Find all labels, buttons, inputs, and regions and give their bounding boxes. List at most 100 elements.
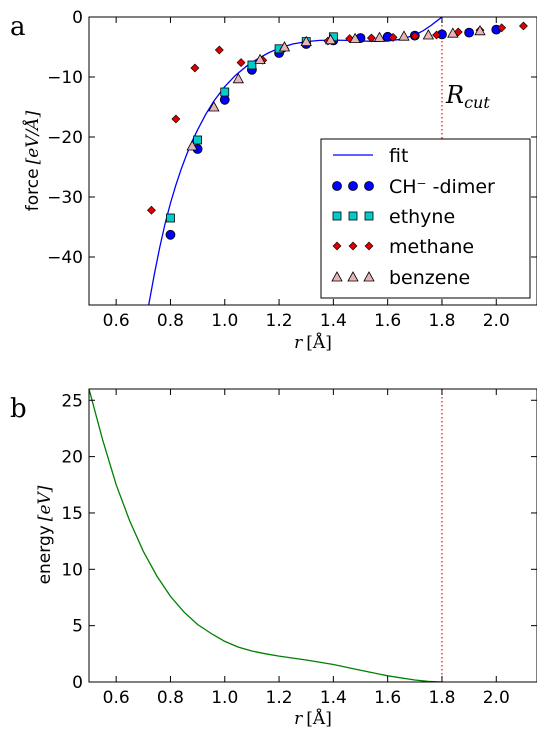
data-point-diamond <box>214 45 224 55</box>
x-tick-label: 2.0 <box>483 311 510 331</box>
legend-marker-swatch <box>331 271 343 282</box>
x-tick-label: 1.4 <box>320 311 347 331</box>
series-triangle <box>186 24 486 151</box>
legend-marker-swatch <box>332 211 342 221</box>
data-point-diamond <box>432 30 441 40</box>
data-point-triangle <box>422 29 435 40</box>
data-point-diamond <box>236 58 246 68</box>
data-point-diamond <box>518 21 528 31</box>
legend-marker-swatch <box>363 271 375 282</box>
legend-marker-swatch <box>364 211 374 221</box>
legend-entry: fit <box>333 145 408 167</box>
x-tick-label: 1.0 <box>211 688 238 708</box>
y-tick-label: −10 <box>47 68 83 88</box>
legend-marker-swatch <box>332 181 342 191</box>
x-tick-label: 0.6 <box>103 311 130 331</box>
legend-entry: benzene <box>331 267 470 289</box>
y-tick-label: 0 <box>72 673 83 693</box>
energy-curve <box>89 389 443 682</box>
legend-label: CH⁻ -dimer <box>389 176 495 198</box>
legend-entry: ethyne <box>332 206 455 228</box>
y-tick-label: −20 <box>47 128 83 148</box>
plot-area-a <box>147 17 528 305</box>
x-tick-label: 1.0 <box>211 311 238 331</box>
legend-label: ethyne <box>389 206 455 228</box>
force-plot-legend: fit CH⁻ -dimer ethyne methane benzene <box>320 138 531 299</box>
data-point-triangle <box>474 24 486 36</box>
x-tick-label: 1.6 <box>374 311 401 331</box>
legend-entry: methane <box>332 236 474 258</box>
data-point-triangle <box>324 33 337 45</box>
data-point-triangle <box>186 140 198 151</box>
force-plot: 0.6 0.8 1.0 1.2 1.4 1.6 1.8 2.0 0 −10 −20 −30 −40 r[… <box>22 8 537 353</box>
data-point-diamond <box>190 63 200 73</box>
x-tick-label: 0.8 <box>157 311 184 331</box>
data-point-square <box>166 213 175 223</box>
x-tick-label: 1.2 <box>266 688 293 708</box>
y-tick-label: −30 <box>47 188 83 208</box>
data-point-square <box>193 135 203 145</box>
legend-marker-swatch <box>347 271 359 282</box>
x-tick-label: 0.6 <box>103 688 130 708</box>
data-point-triangle <box>300 35 312 46</box>
data-point-triangle <box>373 31 386 42</box>
energy-plot-ticks <box>89 389 537 683</box>
x-tick-label: 1.2 <box>266 311 293 331</box>
cutoff-label: Rcut <box>445 81 490 112</box>
data-point-circle <box>464 27 475 38</box>
energy-y-axis-label: energy[eV] <box>35 485 55 584</box>
x-tick-label: 1.8 <box>428 688 455 708</box>
legend-marker-swatch <box>364 241 374 251</box>
data-point-diamond <box>171 114 181 124</box>
data-point-triangle <box>349 32 361 43</box>
energy-plot-tick-labels: 0.6 0.8 1.0 1.2 1.4 1.6 1.8 2.0 0 5 10 15 20 25 <box>61 391 509 708</box>
legend-label: fit <box>389 145 408 167</box>
data-point-triangle <box>278 41 291 52</box>
x-tick-label: 1.8 <box>428 311 455 331</box>
data-point-triangle <box>447 27 459 38</box>
data-point-diamond <box>410 31 420 41</box>
y-tick-label: 0 <box>72 8 83 28</box>
data-point-diamond <box>388 32 398 42</box>
legend-marker-swatch <box>364 181 374 191</box>
data-point-triangle <box>232 72 245 84</box>
force-plot-frame <box>88 16 537 306</box>
legend-label: benzene <box>389 267 470 289</box>
x-tick-label: 2.0 <box>483 688 510 708</box>
y-tick-label: 10 <box>61 560 83 580</box>
panel-letter-a: a <box>10 12 26 42</box>
x-tick-label: 0.8 <box>157 688 184 708</box>
x-tick-label: 1.6 <box>374 688 401 708</box>
plot-area-b <box>89 389 443 682</box>
y-tick-label: 15 <box>61 504 83 524</box>
force-x-axis-label: r [Å] <box>294 332 332 353</box>
data-point-square <box>247 60 257 70</box>
data-point-triangle <box>254 53 266 64</box>
series-square <box>166 32 338 223</box>
y-tick-label: 5 <box>72 617 83 637</box>
data-point-triangle <box>398 30 410 41</box>
y-tick-label: 25 <box>61 391 83 411</box>
panel-letter-b: b <box>10 394 27 424</box>
data-point-diamond <box>497 23 507 33</box>
energy-plot-frame <box>88 388 537 683</box>
legend-marker-swatch <box>348 181 358 191</box>
x-tick-label: 1.4 <box>320 688 347 708</box>
energy-x-axis-label: r [Å] <box>294 708 332 729</box>
data-point-diamond <box>366 33 376 43</box>
force-y-axis-label: force[eV/Å] <box>22 110 43 211</box>
legend-marker-swatch <box>348 241 358 251</box>
force-plot-tick-labels: 0.6 0.8 1.0 1.2 1.4 1.6 1.8 2.0 0 −10 −20 −30 −40 <box>47 8 510 331</box>
y-tick-label: 20 <box>61 448 83 468</box>
y-tick-label: −40 <box>47 248 83 268</box>
legend-marker-swatch <box>332 241 342 251</box>
force-plot-ticks <box>89 16 537 305</box>
data-point-circle <box>219 94 230 105</box>
data-point-diamond <box>147 205 156 215</box>
legend-entry: CH⁻ -dimer <box>332 176 495 198</box>
legend-label: methane <box>389 236 474 258</box>
legend-marker-swatch <box>348 211 358 221</box>
data-point-triangle <box>208 101 220 112</box>
data-point-circle <box>165 229 176 240</box>
data-point-square <box>220 87 230 97</box>
